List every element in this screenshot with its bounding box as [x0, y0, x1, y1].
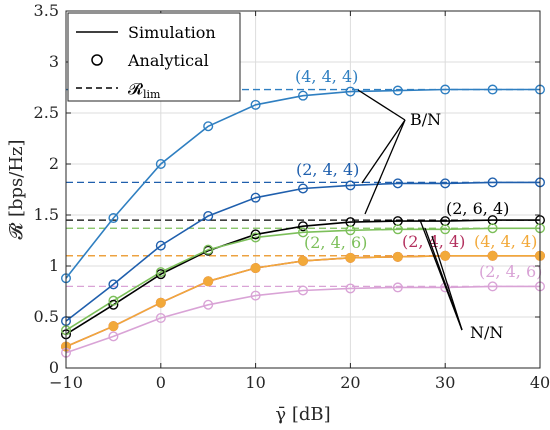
plot-frame — [65, 10, 541, 369]
data-point — [392, 224, 403, 235]
series-lines — [65, 88, 540, 354]
data-point — [487, 84, 498, 95]
x-tick-label: 0 — [156, 373, 166, 392]
series-line — [65, 255, 540, 348]
y-axis-label: 𝓡 [bps/Hz] — [6, 139, 27, 239]
series-line — [65, 255, 540, 348]
data-point — [250, 290, 261, 301]
legend-analytical-label: Analytical — [127, 51, 209, 70]
data-point — [108, 213, 119, 224]
data-point — [108, 279, 119, 290]
data-point — [487, 223, 498, 234]
data-point — [108, 321, 119, 332]
legend-simulation-label: Simulation — [128, 23, 216, 42]
series-line — [65, 219, 540, 335]
data-point — [203, 244, 214, 255]
annotation-label: (2, 4, 6) — [479, 262, 542, 281]
data-point — [108, 295, 119, 306]
data-point — [440, 250, 451, 261]
series-line — [65, 88, 540, 279]
data-point — [298, 227, 309, 238]
annotation-label: N/N — [470, 323, 503, 342]
annotation-label: (2, 4, 6) — [304, 233, 367, 252]
annotation-label: B/N — [410, 110, 441, 129]
data-point — [298, 285, 309, 296]
legend-limit-label: 𝓡lim — [128, 79, 161, 101]
data-point — [345, 180, 356, 191]
data-point — [298, 183, 309, 194]
data-point — [392, 251, 403, 262]
data-point — [250, 99, 261, 110]
data-point — [155, 297, 166, 308]
data-point — [203, 121, 214, 132]
y-tick-label: 1 — [49, 256, 59, 275]
data-point — [298, 90, 309, 101]
data-point — [155, 313, 166, 324]
series-line — [65, 181, 540, 322]
x-tick-label: 30 — [435, 373, 455, 392]
data-point — [250, 232, 261, 243]
y-tick-label: 3 — [49, 52, 59, 71]
data-point — [440, 224, 451, 235]
y-tick-label: 0 — [49, 358, 59, 377]
y-tick-label: 2.5 — [34, 103, 59, 122]
annotation-label: (2, 6, 4) — [446, 199, 509, 218]
bn-pointer — [361, 119, 406, 184]
bn-pointer — [357, 89, 406, 121]
annotation-label: (4, 4, 4) — [474, 232, 537, 251]
data-point — [250, 229, 261, 240]
x-tick-label: −10 — [49, 373, 83, 392]
x-tick-label: 40 — [530, 373, 550, 392]
annotation-label: (2, 4, 4) — [296, 160, 359, 179]
data-point — [155, 240, 166, 251]
data-point — [487, 250, 498, 261]
annotation-label: (4, 4, 4) — [295, 67, 358, 86]
data-point — [392, 85, 403, 96]
data-point — [345, 283, 356, 294]
data-point — [298, 221, 309, 232]
y-tick-label: 1.5 — [34, 205, 59, 224]
data-point — [345, 225, 356, 236]
data-point — [250, 192, 261, 203]
legend-box — [67, 12, 241, 102]
y-tick-label: 3.5 — [34, 1, 59, 20]
data-point — [345, 86, 356, 97]
data-point — [203, 211, 214, 222]
data-point — [487, 281, 498, 292]
data-point — [392, 178, 403, 189]
nn-pointer — [431, 235, 463, 331]
nn-pointer — [424, 227, 463, 331]
legend: Simulation Analytical 𝓡lim — [67, 12, 241, 102]
data-point — [345, 252, 356, 263]
x-tick-label: 20 — [340, 373, 360, 392]
data-point — [440, 178, 451, 189]
data-point — [108, 299, 119, 310]
x-axis-label: γ̄ [dB] — [275, 404, 330, 425]
annotations: (4, 4, 4) (2, 4, 4) (2, 6, 4) (2, 4, 6) (2, … — [295, 67, 542, 342]
y-tick-label: 2 — [49, 154, 59, 173]
series-line — [65, 227, 540, 331]
bn-pointer — [364, 119, 406, 215]
data-point — [203, 299, 214, 310]
data-point — [203, 276, 214, 287]
data-point — [155, 158, 166, 169]
data-point — [108, 331, 119, 342]
x-tick-label: 10 — [245, 373, 265, 392]
data-point — [487, 177, 498, 188]
data-point — [250, 263, 261, 274]
y-tick-label: 0.5 — [34, 307, 59, 326]
data-point — [155, 267, 166, 278]
data-point — [440, 84, 451, 95]
data-point — [298, 255, 309, 266]
legend-analytical-marker — [91, 54, 103, 66]
series-line — [65, 285, 540, 354]
data-point — [392, 282, 403, 293]
